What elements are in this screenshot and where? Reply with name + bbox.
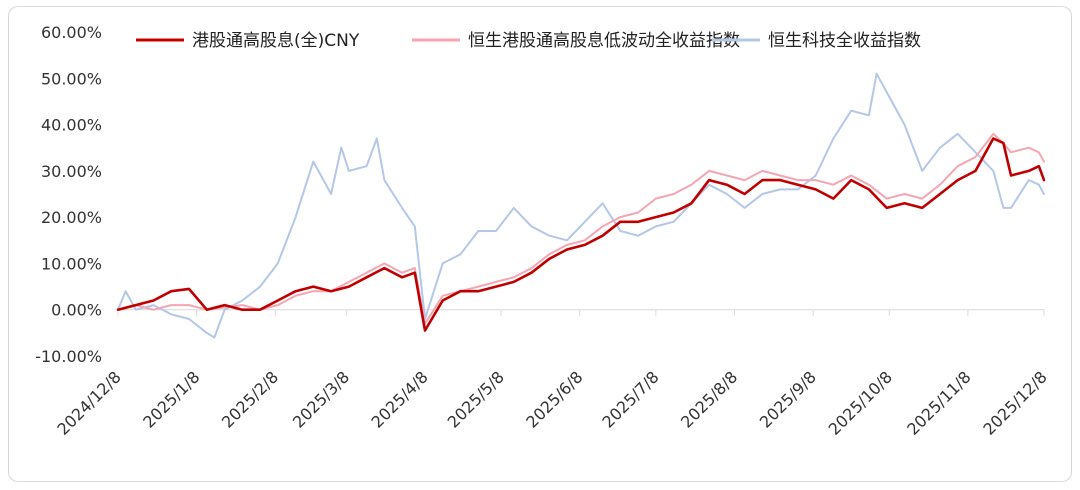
- y-tick-label: 60.00%: [41, 23, 102, 42]
- x-tick-label: 2025/11/8: [903, 367, 974, 438]
- x-tick-label: 2025/8/8: [677, 367, 741, 431]
- y-tick-label: 0.00%: [51, 301, 102, 320]
- y-axis-ticks: -10.00% 0.00% 10.00% 20.00% 30.00% 40.00% 50.0…: [35, 23, 102, 366]
- x-tick-label: 2024/12/8: [53, 367, 124, 438]
- legend-label: 港股通高股息(全)CNY: [192, 31, 360, 51]
- x-tick-label: 2025/5/8: [444, 367, 508, 431]
- legend-label: 恒生港股通高股息低波动全收益指数: [468, 31, 740, 51]
- x-tick-label: 2025/4/8: [368, 367, 432, 431]
- x-tick-label: 2025/6/8: [522, 367, 586, 431]
- x-tick-label: 2025/7/8: [598, 367, 662, 431]
- y-tick-label: -10.00%: [35, 347, 102, 366]
- y-tick-label: 20.00%: [41, 208, 102, 227]
- series-lines: [116, 72, 1046, 339]
- x-axis-ticks: 2024/12/8 2025/1/8 2025/2/8 2025/3/8 2025/4/…: [53, 367, 1050, 438]
- x-tick-label: 2025/9/8: [756, 367, 820, 431]
- chart-frame: [8, 6, 1072, 482]
- x-tick-label: 2025/3/8: [289, 367, 353, 431]
- series-line-1: [116, 137, 1046, 332]
- y-tick-label: 30.00%: [41, 162, 102, 181]
- x-tick-label: 2025/1/8: [139, 367, 203, 431]
- legend-label: 恒生科技全收益指数: [768, 31, 921, 51]
- series-line-2: [117, 132, 1045, 325]
- y-tick-label: 40.00%: [41, 116, 102, 135]
- y-tick-label: 10.00%: [41, 254, 102, 273]
- x-tick-label: 2025/10/8: [825, 367, 896, 438]
- series-line-3: [117, 72, 1045, 339]
- x-tick-label: 2025/12/8: [979, 367, 1050, 438]
- legend: 港股通高股息(全)CNY 恒生港股通高股息低波动全收益指数 恒生科技全收益指数: [136, 31, 921, 51]
- y-tick-label: 50.00%: [41, 69, 102, 88]
- x-tick-label: 2025/2/8: [218, 367, 282, 431]
